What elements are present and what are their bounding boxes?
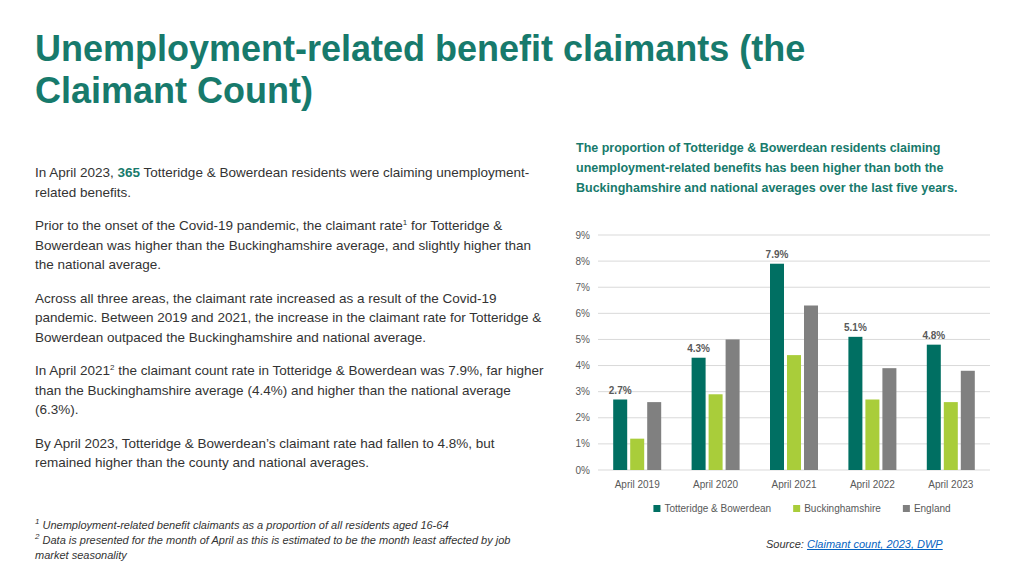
text-part: Unemployment-related benefit claimants a… [39,519,448,531]
data-label: 7.9% [766,249,789,260]
x-tick-label: April 2023 [928,479,973,490]
title-line: Unemployment-related benefit claimants (… [35,28,805,70]
chart: 0% 1% 2% 3% 4% 5% 6% 7% 8% 9% April 2019 April 2020… [560,220,1024,530]
grid-line [598,235,990,236]
paragraph: In April 2023, 365 Totteridge & Bowerdea… [35,163,550,202]
y-tick-label: 6% [576,308,591,319]
paragraph: By April 2023, Totteridge & Bowerdean’s … [35,434,550,473]
text-part: By April 2023, Totteridge & Bowerdean’s … [35,436,495,471]
y-tick-label: 5% [576,334,591,345]
bar [709,394,723,470]
y-tick-label: 8% [576,256,591,267]
text-part: Prior to the onset of the Covid-19 pande… [35,218,403,233]
text-part: 2 [35,532,39,541]
data-label: 4.8% [922,330,945,341]
body-text: In April 2023, 365 Totteridge & Bowerdea… [35,163,550,487]
legend-item: England [903,503,951,514]
title-line: Claimant Count) [35,70,805,112]
footnote: 2 Data is presented for the month of Apr… [35,533,525,563]
y-tick-label: 4% [576,360,591,371]
x-tick-label: April 2019 [615,479,660,490]
legend-label: England [914,503,951,514]
data-label: 5.1% [844,322,867,333]
data-label: 4.3% [687,343,710,354]
legend-swatch [793,505,800,512]
paragraph: Prior to the onset of the Covid-19 pande… [35,216,550,275]
legend: Totteridge & Bowerdean Buckinghamshire Eng… [653,503,950,514]
bar [848,337,862,470]
source: Source: Claimant count, 2023, DWP [766,538,943,550]
bar [647,402,661,470]
bar [961,371,975,470]
y-tick-label: 1% [576,438,591,449]
text-part: In April 2021 [35,363,110,378]
bar [726,339,740,470]
y-tick-label: 7% [576,282,591,293]
legend-swatch [903,505,910,512]
text-part: 1 [403,218,407,227]
x-tick-label: April 2022 [850,479,895,490]
text-part: Across all three areas, the claimant rat… [35,291,541,345]
grid-line [598,313,990,314]
x-tick-label: April 2020 [693,479,738,490]
legend-label: Buckinghamshire [804,503,881,514]
text-part: In April 2023, [35,165,118,180]
y-tick-label: 9% [576,230,591,241]
bar [692,358,706,470]
y-tick-label: 0% [576,465,591,476]
legend-swatch [653,505,660,512]
text-part: Source: [766,538,807,550]
x-tick-label: April 2021 [771,479,816,490]
text-part: 365 [118,165,141,180]
text-part: 2 [110,363,114,372]
bar [944,402,958,470]
bars [613,264,975,470]
paragraph: In April 20212 the claimant count rate i… [35,361,550,420]
paragraph: Across all three areas, the claimant rat… [35,289,550,348]
bar [613,400,627,471]
bar [927,345,941,470]
data-label: 2.7% [609,385,632,396]
bar [630,439,644,470]
grid-line [598,287,990,288]
page-title: Unemployment-related benefit claimants (… [35,28,805,112]
legend-label: Totteridge & Bowerdean [664,503,771,514]
legend-item: Totteridge & Bowerdean [653,503,771,514]
source-link[interactable]: Claimant count, 2023, DWP [807,538,943,550]
text-part: Data is presented for the month of April… [35,534,510,561]
grid-line [598,261,990,262]
y-tick-label: 2% [576,412,591,423]
text-part: 1 [35,517,39,526]
bar [804,306,818,471]
bar [787,355,801,470]
chart-title: The proportion of Totteridge & Bowerdean… [576,138,981,198]
bar [770,264,784,470]
footnote: 1 Unemployment-related benefit claimants… [35,518,525,533]
bar [865,400,879,471]
footnotes: 1 Unemployment-related benefit claimants… [35,518,525,563]
legend-item: Buckinghamshire [793,503,881,514]
y-tick-label: 3% [576,386,591,397]
bar [882,368,896,470]
